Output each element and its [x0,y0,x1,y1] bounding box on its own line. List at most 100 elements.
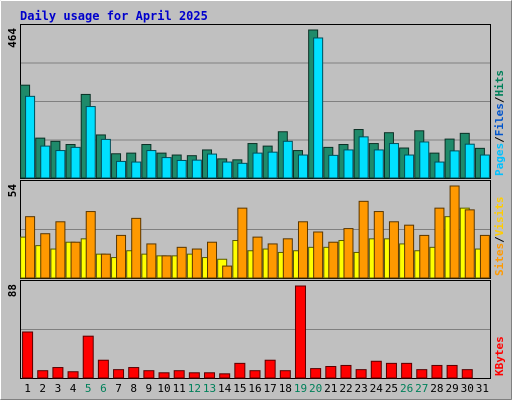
bar-sites-day-16 [252,236,263,279]
bar-sites-day-27 [419,234,430,279]
x-tick-label-day-7: 7 [115,382,122,395]
bar-files-day-10 [161,157,172,179]
x-tick-label-day-25: 25 [385,382,398,395]
bar-files-day-15 [237,162,248,179]
bar-kbytes-day-30 [461,369,473,379]
x-tick-label-day-4: 4 [70,382,77,395]
series-label-part: / [493,236,506,243]
bar-sites-day-20 [313,231,324,279]
bar-sites-day-3 [55,221,66,279]
bar-files-day-18 [282,140,293,179]
bar-files-day-8 [131,161,142,179]
bar-sites-day-7 [116,234,127,279]
series-label-part: KBytes [493,336,506,376]
bar-sites-day-29 [449,185,460,279]
x-tick-label-day-24: 24 [370,382,384,395]
bar-sites-day-11 [176,246,187,279]
bar-files-day-28 [434,161,445,179]
bar-kbytes-day-21 [325,366,337,379]
bar-sites-day-14 [222,265,233,279]
bar-sites-day-1 [25,216,36,279]
x-tick-label-day-14: 14 [218,382,232,395]
bar-files-day-16 [252,152,263,179]
panel-kbytes: 88 KBytes [6,280,506,379]
bar-sites-day-19 [297,221,308,279]
bar-sites-day-13 [207,241,218,279]
bar-files-day-9 [146,150,157,179]
x-tick-label-day-11: 11 [173,382,186,395]
bar-files-day-2 [40,145,51,179]
x-tick-label-day-29: 29 [445,382,458,395]
panel-series-label: KBytes [493,336,506,376]
bar-sites-day-8 [131,217,142,279]
bar-kbytes-day-26 [401,362,413,379]
bar-kbytes-day-1 [22,331,34,379]
bar-kbytes-day-14 [219,373,231,379]
bar-kbytes-day-10 [158,372,170,379]
bar-sites-day-15 [237,207,248,279]
bar-sites-day-31 [479,234,490,279]
bar-sites-day-25 [388,221,399,279]
x-tick-label-day-15: 15 [233,382,246,395]
x-tick-label-day-22: 22 [339,382,352,395]
x-tick-label-day-18: 18 [279,382,292,395]
series-label-part: Pages [493,143,506,176]
bar-files-day-7 [116,160,127,179]
bar-sites-day-18 [282,238,293,279]
bar-files-day-13 [207,153,218,179]
bar-files-day-22 [343,149,354,179]
bar-sites-day-22 [343,228,354,279]
bar-kbytes-day-17 [264,359,276,379]
panel-visits-sites: 54 Sites/Visits [6,180,506,279]
bar-sites-day-30 [464,209,475,279]
chart-title: Daily usage for April 2025 [20,9,208,23]
bar-sites-day-10 [161,255,172,279]
bar-kbytes-day-9 [143,370,155,379]
x-tick-label-day-20: 20 [309,382,322,395]
bar-kbytes-day-28 [431,364,443,379]
panel-ymax-label: 88 [6,284,19,297]
x-tick-label-day-2: 2 [39,382,46,395]
bar-sites-day-23 [358,200,369,279]
bar-files-day-29 [449,150,460,179]
x-tick-label-day-6: 6 [100,382,107,395]
series-label-part: / [493,96,506,103]
bar-kbytes-day-3 [52,367,64,379]
bar-kbytes-day-5 [82,335,94,379]
bar-kbytes-day-8 [128,367,140,379]
bar-kbytes-day-25 [385,362,397,379]
bar-kbytes-day-27 [416,369,428,379]
bar-files-day-4 [70,146,81,179]
bar-kbytes-day-6 [97,359,109,379]
bar-kbytes-day-2 [37,370,49,379]
bar-sites-day-9 [146,243,157,279]
x-tick-label-day-1: 1 [24,382,31,395]
bar-files-day-20 [313,37,324,179]
x-tick-label-day-28: 28 [430,382,443,395]
bar-files-day-26 [404,154,415,179]
bar-files-day-27 [419,141,430,179]
bar-kbytes-day-12 [188,372,200,379]
x-tick-label-day-9: 9 [146,382,153,395]
x-tick-label-day-17: 17 [264,382,277,395]
panel-ymax-label: 54 [6,184,19,198]
bar-sites-day-12 [191,248,202,279]
x-tick-label-day-10: 10 [157,382,170,395]
bar-kbytes-day-22 [340,364,352,379]
x-tick-label-day-31: 31 [476,382,489,395]
x-tick-label-day-3: 3 [55,382,62,395]
bar-kbytes-day-11 [173,370,185,379]
x-tick-label-day-16: 16 [248,382,261,395]
bar-kbytes-day-19 [294,285,306,379]
bar-sites-day-17 [267,243,278,279]
bar-files-day-24 [373,149,384,179]
bar-files-day-1 [25,95,36,179]
bar-kbytes-day-4 [67,371,79,379]
bar-kbytes-day-13 [204,372,216,379]
bar-sites-day-2 [40,233,51,279]
bar-files-day-14 [222,161,233,179]
bar-sites-day-4 [70,241,81,279]
